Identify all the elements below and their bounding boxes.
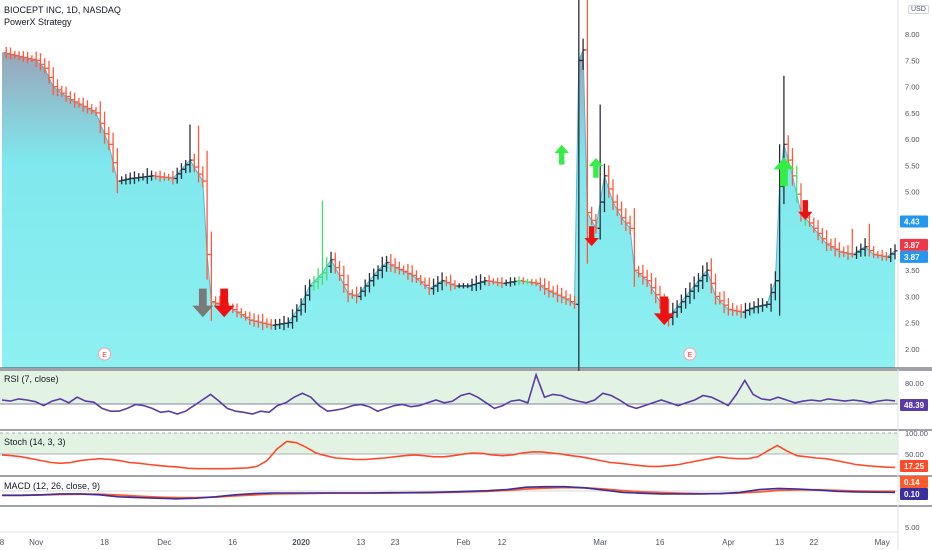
stoch-tick-label: 100.00 [905,429,928,438]
time-tick-label: Dec [157,538,171,547]
time-tick-label: Feb [457,538,471,547]
stoch-line [1,440,896,470]
time-tick-label: Nov [29,538,43,547]
time-tick-label: 2020 [292,538,310,547]
time-tick-label: 18 [100,538,109,547]
time-tick-label: 13 [356,538,365,547]
value-badge-label: 0.10 [904,490,920,499]
value-badge: 48.39 [900,399,928,411]
time-tick-label: 16 [228,538,237,547]
price-tick-label: 6.00 [905,135,920,144]
price-axis-ticks: 2.002.503.003.504.004.505.005.506.006.50… [905,30,920,354]
price-tick-label: 7.50 [905,56,920,65]
price-tick-label: 7.00 [905,83,920,92]
value-badge-label: 3.87 [904,241,920,250]
currency-label[interactable]: USD [908,5,929,14]
macd-tick-label: 5.00 [905,523,920,532]
value-badge-label: 4.43 [904,217,920,226]
value-badge: 3.87 [900,250,928,263]
price-bars [3,0,898,380]
price-tick-label: 3.50 [905,266,920,275]
time-tick-label: 13 [775,538,784,547]
value-badge: 3.87 [900,238,928,251]
value-badge: 17.25 [900,460,928,472]
signal-arrows [192,144,813,326]
value-badges: 4.43 3.87 3.87 48.39 17.25 0.14 0.10 [900,215,928,500]
time-tick-label: 8 [0,538,5,547]
indicator-axis-ticks: 80.00 100.00 50.00 5.00 [905,379,928,532]
macd-title: MACD (12, 26, close, 9) [4,481,101,491]
sell-arrow-icon [584,226,599,247]
rsi-title: RSI (7, close) [4,374,59,384]
stoch-pane [0,429,932,470]
stoch-band [0,433,898,454]
time-tick-label: Mar [593,538,607,547]
time-tick-label: Apr [722,538,735,547]
ohlc-bar [892,244,898,260]
time-tick-label: May [875,538,890,547]
time-tick-label: 12 [497,538,506,547]
time-axis-ticks: 8 Nov 18 Dec 16 2020 13 23 Feb 12 Mar 16 Apr 13 22 May [0,538,890,547]
price-tick-label: 5.50 [905,161,920,170]
time-tick-label: 22 [809,538,818,547]
stoch-title: Stoch (14, 3, 3) [4,437,66,447]
sell-arrow-icon [192,288,214,318]
value-badge-label: 0.14 [904,478,920,487]
macd-line [2,485,896,500]
rsi-line [1,372,896,415]
stoch-tick-label: 50.00 [905,450,924,459]
value-badge: 0.10 [900,488,928,500]
macd-pane [0,475,932,507]
earnings-marker: E [98,347,112,361]
earnings-label: E [102,352,107,359]
value-badge: 0.14 [900,476,928,488]
sell-arrow-icon [653,296,675,326]
buy-arrow-icon [773,157,795,187]
value-badge-label: 17.25 [904,462,925,471]
time-tick-label: 16 [656,538,665,547]
rsi-tick-label: 80.00 [905,379,924,388]
earnings-marker: E [683,347,697,361]
symbol-title: BIOCEPT INC, 1D, NASDAQ [4,5,121,15]
price-tick-label: 5.00 [905,188,920,197]
price-area-fill [2,50,895,368]
rsi-pane [0,369,932,415]
sell-arrow-icon [798,200,813,220]
sell-arrow-icon [213,288,235,318]
strategy-label: PowerX Strategy [4,17,72,27]
value-badge-label: 48.39 [904,401,925,410]
price-tick-label: 2.00 [905,345,920,354]
price-tick-label: 3.00 [905,292,920,301]
buy-arrow-icon [588,157,604,178]
time-tick-label: 23 [391,538,400,547]
value-badge: 4.43 [900,215,928,228]
price-tick-label: 2.50 [905,319,920,328]
value-badge-label: 3.87 [904,253,920,262]
price-tick-label: 6.50 [905,109,920,118]
buy-arrow-icon [554,144,569,165]
earnings-label: E [688,352,693,359]
price-tick-label: 8.00 [905,30,920,39]
